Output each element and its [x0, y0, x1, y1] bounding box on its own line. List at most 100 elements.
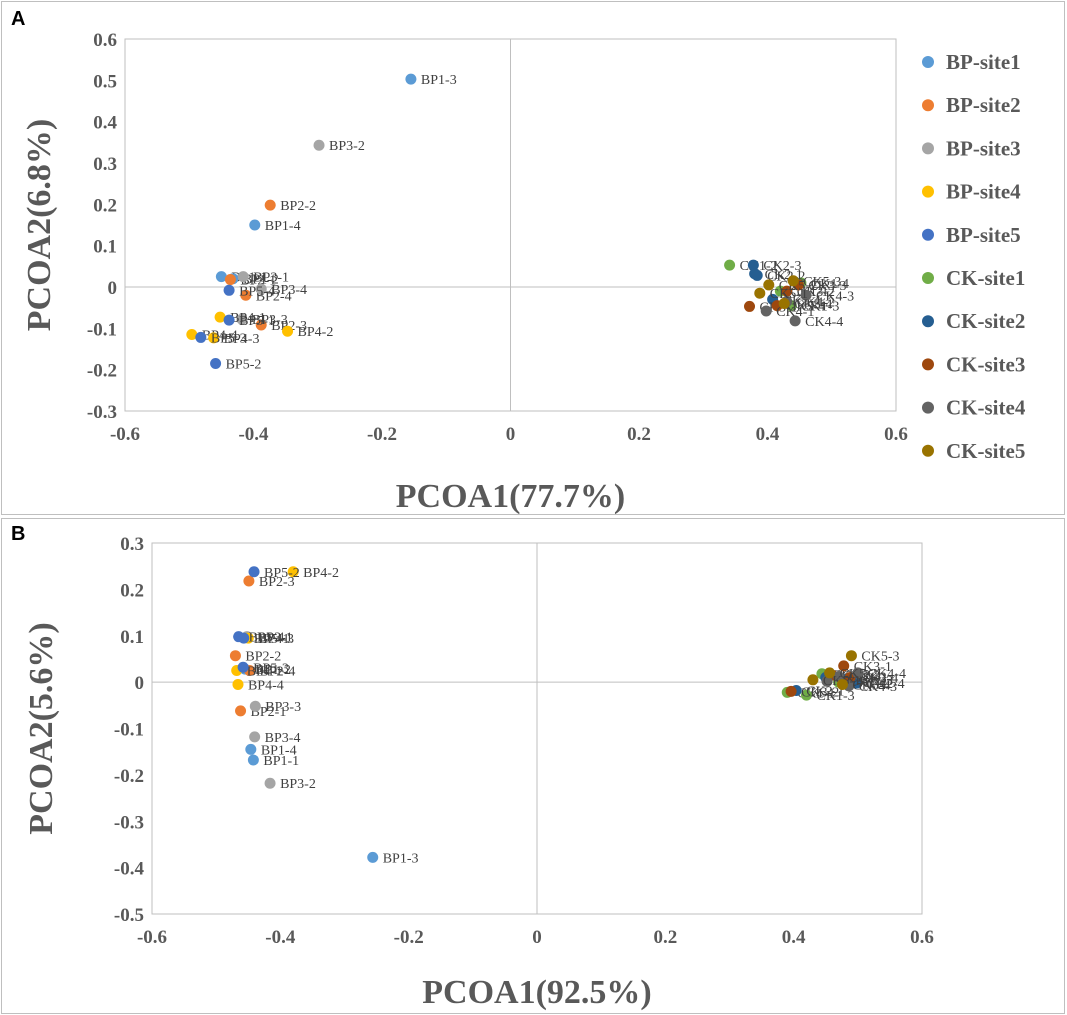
a-legend-marker: [922, 99, 934, 112]
b-y-tick-label: -0.1: [114, 720, 144, 741]
a-legend-marker: [922, 315, 934, 328]
b-point-label: BP4-2: [303, 566, 339, 581]
b-point-BP5-1: [238, 632, 250, 644]
a-point-BP4-3: [208, 332, 220, 344]
b-point-label: BP1-4: [261, 743, 297, 758]
b-point-label: BP1-1: [263, 754, 299, 769]
b-point-label: CK4-3: [859, 680, 897, 695]
a-point-label: BP2-1: [240, 274, 276, 289]
panel-a-label: A: [11, 8, 26, 30]
a-point-label: BP1-4: [265, 219, 301, 234]
a-point-label: CK2-3: [763, 259, 801, 274]
b-point-label: CK5-4: [852, 678, 890, 693]
chart-b: -0.6 -0.4 -0.2 0 0.2 0.4 0.6 -0.5 -0.4 -0.3 -0.2 -0…: [23, 534, 934, 1011]
b-y-tick-label: 0.2: [120, 580, 144, 601]
a-point-label: BP4-3: [224, 332, 260, 347]
a-point-CK5-4: [778, 298, 790, 310]
panel-b: B -0.6 -0.4 -0.2 0 0.2 0.4 0.6 -0.5 -0.4 -0.3 -0.2…: [1, 518, 1065, 1014]
b-point-label: BP5-4: [249, 631, 285, 646]
a-point-label: BP3-4: [271, 283, 307, 298]
a-point-CK2-2: [751, 269, 763, 281]
b-y-tick-label: 0.1: [120, 627, 144, 648]
a-point-label: BP4-2: [298, 325, 334, 340]
a-y-tick-label: 0.3: [93, 154, 117, 175]
a-point-BP1-4: [249, 219, 261, 231]
a-y-tick-label: 0.2: [93, 195, 117, 216]
a-point-BP3-4: [255, 283, 267, 295]
a-point-label: BP5-3: [211, 331, 247, 346]
b-point-BP5-2: [248, 566, 260, 578]
a-point-BP3-3: [236, 313, 248, 325]
b-point-BP2-3: [243, 575, 255, 587]
a-y-tick-label: -0.1: [87, 319, 117, 340]
b-point-label: BP5-2: [264, 566, 300, 581]
a-point-label: CK3-3: [808, 279, 846, 294]
b-y-tick-label: -0.3: [114, 812, 144, 833]
a-point-BP1-1: [215, 271, 227, 283]
b-point-CK5-4: [836, 678, 848, 690]
a-point-label: CK4-3: [816, 289, 854, 304]
a-x-tick-label: 0.2: [627, 424, 651, 445]
a-point-label: BP1-2: [243, 273, 279, 288]
b-point-label: CK3-1: [854, 660, 892, 675]
a-y-tick-label: -0.2: [87, 361, 117, 382]
a-point-BP5-4: [223, 284, 235, 296]
a-point-BP2-4: [240, 289, 252, 301]
a-point-CK3-1: [744, 300, 756, 312]
a-x-tick-label: -0.2: [367, 424, 397, 445]
a-point-BP5-3: [195, 331, 207, 343]
b-point-label: CK2-3: [855, 674, 893, 689]
a-point-BP2-2: [264, 199, 276, 211]
b-point-CK5-1: [807, 674, 819, 686]
a-legend-marker: [922, 272, 934, 284]
a-legend-entry: CK-site2: [946, 309, 1025, 333]
a-legend-entry: CK-site3: [946, 352, 1025, 376]
a-point-label: BP3-3: [252, 313, 288, 328]
a-point-BP4-2: [282, 325, 294, 337]
a-x-tick-label: -0.6: [110, 424, 140, 445]
b-point-BP5-3: [237, 661, 249, 673]
a-x-tick-label: 0.4: [756, 424, 780, 445]
b-point-label: BP3-1: [257, 631, 293, 646]
b-point-CK3-2: [785, 685, 797, 697]
a-legend-marker: [922, 56, 934, 68]
b-x-tick-label: 0.6: [910, 927, 934, 948]
a-point-label: BP5-1: [239, 314, 275, 329]
a-point-label: BP1-3: [421, 73, 457, 88]
a-point-CK4-4: [789, 315, 801, 327]
a-point-label: CK1-3: [801, 300, 839, 315]
a-legend-marker: [922, 142, 934, 155]
a-x-tick-label: -0.4: [238, 424, 269, 445]
a-legend-marker: [922, 228, 934, 241]
b-point-BP4-2: [287, 566, 299, 578]
a-y-tick-label: 0: [108, 278, 118, 299]
b-point-CK5-3: [845, 650, 857, 662]
b-y-tick-label: -0.4: [114, 859, 145, 880]
a-point-CK3-2: [781, 285, 793, 297]
a-point-label: BP5-2: [226, 357, 262, 372]
b-y-tick-label: 0.3: [120, 534, 144, 555]
b-point-label: BP1-2: [255, 663, 291, 678]
a-point-CK4-3: [800, 289, 812, 301]
b-point-label: BP2-4: [260, 665, 296, 680]
b-y-tick-label: -0.5: [114, 905, 144, 926]
a-point-CK2-3: [747, 259, 759, 271]
b-point-label: BP1-3: [383, 851, 419, 866]
a-point-BP3-1: [237, 271, 249, 283]
b-y-axis-title: PCOA2(5.6%): [23, 622, 60, 834]
b-point-CK4-4: [852, 667, 864, 679]
a-point-BP4-4: [186, 329, 198, 341]
b-x-tick-label: -0.2: [394, 927, 424, 948]
b-x-tick-label: -0.6: [137, 927, 167, 948]
b-point-label: BP4-1: [247, 665, 283, 680]
b-x-tick-label: 0: [532, 927, 542, 948]
a-point-label: BP5-4: [239, 284, 275, 299]
b-point-label: BP5-3: [253, 661, 289, 676]
b-point-BP3-3: [249, 700, 261, 712]
a-x-tick-label: 0: [506, 424, 516, 445]
a-point-BP3-2: [313, 139, 325, 151]
a-point-label: BP4-1: [230, 311, 266, 326]
a-point-BP4-1: [214, 311, 226, 323]
a-point-BP1-3: [405, 73, 417, 85]
b-point-label: BP2-2: [245, 650, 281, 665]
